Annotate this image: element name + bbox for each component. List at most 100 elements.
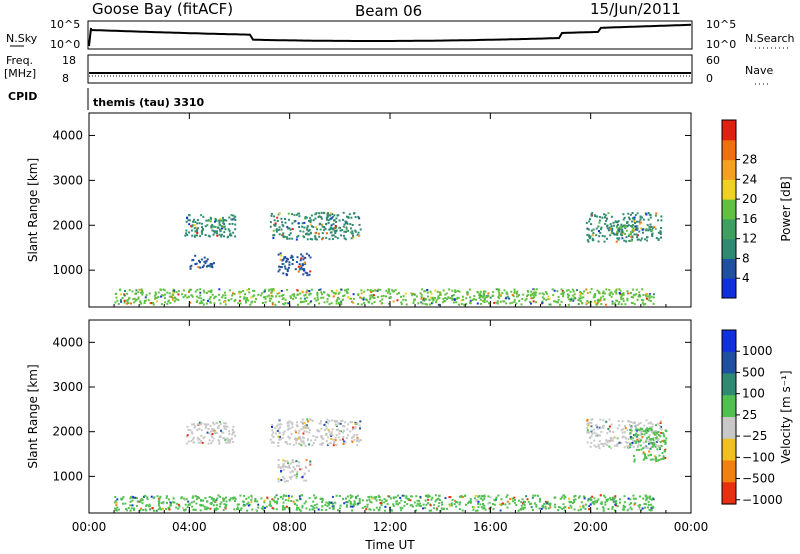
power-echo-pixel (495, 288, 498, 291)
velocity-echo-pixel (244, 504, 247, 507)
power-echo-pixel (316, 294, 319, 297)
power-echo-pixel (291, 263, 294, 265)
power-echo-pixel (268, 294, 271, 297)
power-echo-pixel (423, 297, 425, 300)
power-echo-pixel (205, 219, 208, 222)
power-echo-pixel (460, 302, 463, 305)
power-echo-pixel (188, 214, 191, 217)
power-echo-pixel (437, 303, 440, 306)
power-echo-pixel (123, 299, 126, 302)
velocity-echo-pixel (288, 464, 291, 467)
velocity-echo-pixel (127, 507, 130, 509)
velocity-echo-pixel (205, 423, 207, 426)
velocity-echo-pixel (198, 427, 201, 430)
power-echo-pixel (639, 295, 642, 298)
velocity-echo-pixel (611, 439, 614, 442)
velocity-echo-pixel (405, 495, 408, 498)
power-echo-pixel (362, 296, 365, 299)
velocity-echo-pixel (321, 497, 324, 500)
power-echo-pixel (286, 226, 289, 229)
velocity-echo-pixel (338, 495, 341, 497)
velocity-echo-pixel (165, 502, 168, 504)
power-echo-pixel (559, 303, 561, 306)
power-echo-pixel (333, 229, 336, 232)
velocity-echo-pixel (633, 458, 636, 461)
velocity-echo-pixel (129, 497, 132, 500)
velocity-echo-pixel (422, 507, 425, 510)
velocity-echo-pixel (296, 507, 298, 510)
power-echo-pixel (200, 258, 203, 261)
power-echo-pixel (633, 218, 636, 221)
power-echo-pixel (194, 226, 197, 229)
velocity-echo-pixel (488, 501, 491, 504)
power-echo-pixel (207, 264, 209, 267)
velocity-echo-pixel (245, 497, 248, 500)
velocity-echo-pixel (622, 506, 625, 509)
velocity-echo-pixel (214, 500, 216, 503)
velocity-echo-pixel (517, 509, 520, 512)
power-echo-pixel (210, 225, 213, 228)
power-echo-pixel (357, 215, 360, 218)
power-echo-pixel (342, 225, 345, 228)
power-echo-pixel (598, 230, 600, 233)
power-echo-pixel (499, 300, 502, 303)
power-echo-pixel (642, 231, 644, 234)
velocity-echo-pixel (643, 453, 646, 456)
velocity-echo-pixel (208, 496, 211, 498)
velocity-echo-pixel (342, 431, 344, 434)
velocity-echo-pixel (437, 505, 440, 508)
velocity-echo-pixel (653, 433, 656, 436)
power-echo-pixel (347, 296, 350, 299)
power-echo-pixel (274, 303, 277, 306)
velocity-echo-pixel (449, 496, 452, 499)
velocity-echo-pixel (202, 504, 205, 507)
velocity-echo-pixel (315, 506, 318, 509)
power-echo-pixel (649, 223, 652, 226)
velocity-echo-pixel (605, 420, 608, 423)
velocity-echo-pixel (298, 508, 301, 511)
power-echo-pixel (391, 289, 394, 292)
velocity-echo-pixel (642, 430, 645, 433)
velocity-echo-pixel (430, 498, 433, 501)
power-echo-pixel (307, 303, 310, 305)
velocity-echo-pixel (435, 507, 438, 510)
power-echo-pixel (388, 289, 391, 291)
velocity-echo-pixel (303, 473, 306, 476)
velocity-echo-pixel (455, 505, 458, 508)
power-echo-pixel (162, 294, 165, 297)
power-echo-pixel (563, 291, 565, 294)
power-echo-pixel (625, 229, 628, 232)
power-echo-pixel (303, 300, 306, 303)
velocity-echo-pixel (212, 437, 215, 440)
velocity-echo-pixel (643, 424, 646, 427)
power-echo-pixel (357, 231, 360, 234)
power-echo-pixel (253, 290, 256, 292)
velocity-echo-pixel (370, 495, 373, 498)
power-echo-pixel (352, 293, 355, 296)
power-echo-pixel (295, 238, 298, 241)
power-echo-pixel (352, 236, 355, 239)
power-echo-pixel (291, 228, 294, 230)
power-echo-pixel (585, 221, 588, 224)
power-echo-pixel (307, 233, 310, 236)
velocity-echo-pixel (657, 431, 660, 433)
velocity-echo-pixel (521, 498, 524, 501)
velocity-echo-pixel (279, 496, 282, 498)
power-y-axis-label: Slant Range [km] (26, 158, 40, 262)
power-echo-pixel (278, 233, 281, 236)
power-echo-pixel (139, 291, 142, 294)
velocity-echo-pixel (651, 425, 654, 428)
velocity-echo-pixel (325, 433, 328, 436)
velocity-echo-pixel (417, 504, 420, 507)
power-echo-pixel (162, 288, 165, 291)
velocity-echo-pixel (284, 465, 287, 468)
velocity-echo-pixel (392, 504, 395, 507)
nsky-bottom-tick: 10^0 (50, 38, 80, 51)
velocity-echo-pixel (218, 440, 221, 443)
velocity-echo-pixel (649, 503, 652, 506)
velocity-echo-pixel (580, 508, 583, 511)
velocity-echo-pixel (332, 505, 335, 508)
power-echo-pixel (610, 215, 613, 218)
power-echo-pixel (292, 297, 295, 300)
velocity-echo-pixel (277, 435, 280, 438)
